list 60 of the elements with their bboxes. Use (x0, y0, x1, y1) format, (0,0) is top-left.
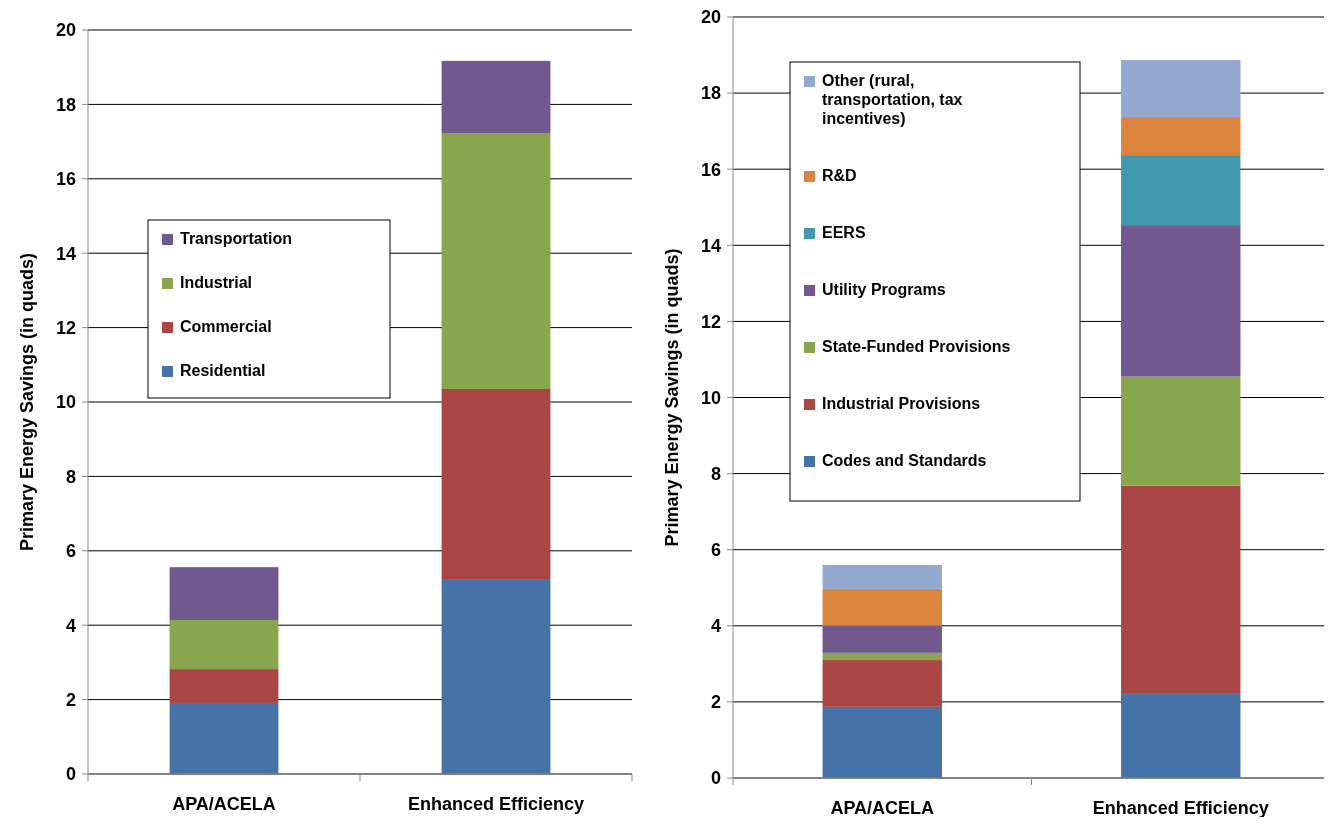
x-tick-label: Enhanced Efficiency (1092, 798, 1269, 818)
y-axis-title: Primary Energy Savings (in quads) (17, 252, 37, 552)
y-tick-label: 18 (700, 83, 721, 104)
x-tick-label: APA/ACELA (830, 798, 935, 818)
bar (441, 60, 551, 134)
y-tick-label: 14 (700, 235, 721, 256)
legend-label: Commercial (180, 318, 272, 335)
bar (1121, 485, 1241, 694)
bar (169, 619, 279, 670)
y-tick-label: 20 (55, 20, 76, 41)
legend-label: R&D (822, 167, 857, 184)
bar (822, 706, 942, 778)
x-tick-label: APA/ACELA (172, 794, 276, 814)
bar (169, 567, 279, 620)
y-tick-label: 0 (65, 764, 76, 785)
bar (441, 133, 551, 389)
legend-label: Utility Programs (822, 281, 946, 298)
y-tick-label: 18 (55, 94, 76, 115)
bar (1121, 693, 1241, 778)
y-tick-label: 16 (700, 159, 721, 180)
bar (822, 588, 942, 626)
legend-label: EERS (822, 224, 866, 241)
legend-label: Industrial Provisions (822, 395, 981, 412)
bar (169, 702, 279, 774)
y-tick-label: 6 (65, 541, 76, 562)
bar (169, 669, 279, 703)
y-axis-title: Primary Energy Savings (in quads) (662, 248, 682, 547)
bar (1121, 225, 1241, 377)
y-tick-label: 10 (700, 387, 721, 408)
legend-label: Transportation (180, 230, 293, 247)
y-tick-label: 12 (55, 317, 76, 338)
y-tick-label: 20 (700, 7, 721, 28)
y-tick-label: 10 (55, 392, 76, 413)
x-tick-label: Enhanced Efficiency (407, 794, 585, 814)
legend-label: Other (rural, transportation, tax incentives) (822, 72, 963, 127)
y-tick-label: 0 (710, 768, 721, 789)
bar (822, 625, 942, 653)
legend-label: Codes and Standards (822, 452, 987, 469)
bar (822, 564, 942, 589)
legend-label: State-Funded Provisions (822, 338, 1011, 355)
bar (1121, 376, 1241, 486)
y-tick-label: 8 (710, 463, 721, 484)
y-tick-label: 2 (710, 692, 721, 713)
legend-label: Industrial (180, 274, 253, 291)
bar (822, 652, 942, 661)
bar (441, 388, 551, 580)
bar (1121, 60, 1241, 118)
y-tick-label: 14 (55, 243, 76, 264)
bar (441, 579, 551, 774)
y-tick-label: 2 (65, 689, 76, 710)
y-tick-label: 4 (710, 616, 721, 637)
bar (1121, 155, 1241, 226)
y-tick-label: 16 (55, 169, 76, 190)
legend-label: Residential (180, 362, 266, 379)
bar (1121, 117, 1241, 156)
y-tick-label: 8 (65, 466, 76, 487)
y-tick-label: 12 (700, 311, 721, 332)
y-tick-label: 4 (65, 615, 76, 636)
bar (822, 660, 942, 707)
y-tick-label: 6 (710, 540, 721, 560)
